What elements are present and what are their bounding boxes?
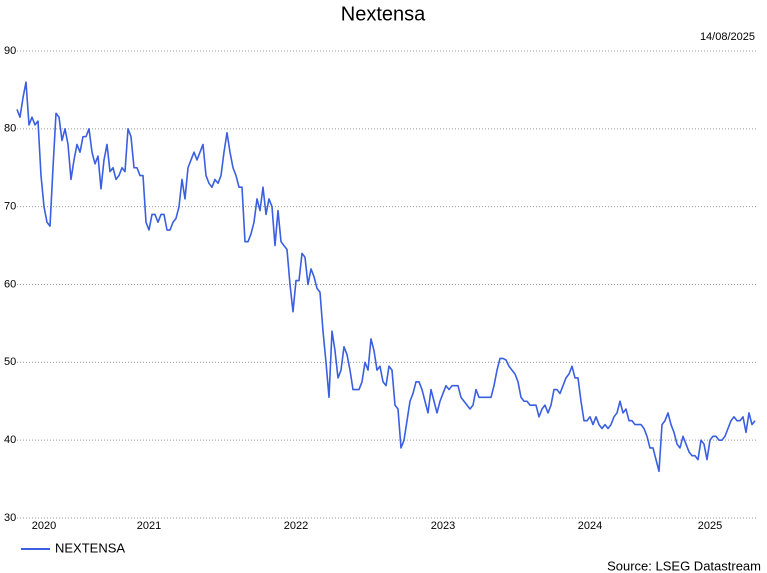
- x-tick-label: 2023: [431, 520, 455, 532]
- x-tick-label: 2021: [137, 520, 161, 532]
- line-series: [16, 81, 756, 473]
- x-tick-label: 2020: [32, 520, 56, 532]
- y-tick-label: 90: [4, 45, 16, 57]
- x-tick-label: 2025: [698, 520, 722, 532]
- legend-label: NEXTENSA: [55, 540, 125, 555]
- source-label: Source: LSEG Datastream: [607, 558, 761, 573]
- x-tick-label: 2022: [284, 520, 308, 532]
- date-label: 14/08/2025: [700, 31, 755, 43]
- y-tick-label: 70: [4, 201, 16, 213]
- y-tick-label: 60: [4, 278, 16, 290]
- y-tick-label: 80: [4, 123, 16, 135]
- y-tick-label: 30: [4, 512, 16, 524]
- y-tick-label: 50: [4, 356, 16, 368]
- x-tick-label: 2024: [578, 520, 602, 532]
- chart-title: Nextensa: [341, 3, 426, 25]
- y-tick-label: 40: [4, 434, 16, 446]
